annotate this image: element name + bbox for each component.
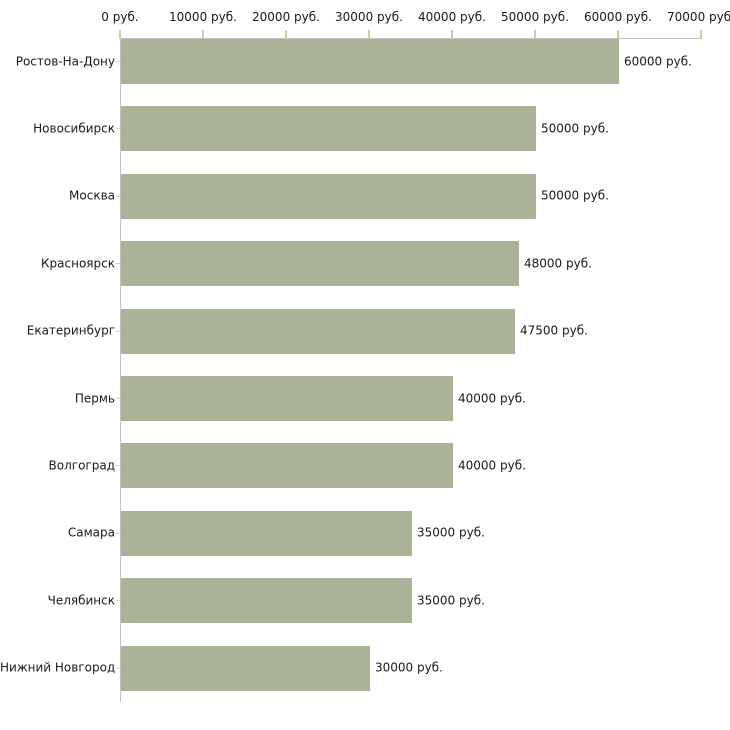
bar bbox=[121, 376, 453, 421]
category-tick-mark bbox=[116, 667, 121, 669]
chart-row: Ростов-На-Дону 60000 руб. bbox=[0, 39, 730, 106]
x-axis-tick-label: 50000 руб. bbox=[501, 10, 569, 24]
category-tick-mark bbox=[116, 465, 121, 467]
x-axis-tick-mark bbox=[285, 30, 287, 39]
category-tick-mark bbox=[116, 398, 121, 399]
category-tick-mark bbox=[116, 263, 121, 265]
x-axis-tick-label: 0 руб. bbox=[101, 10, 139, 24]
x-axis-tick-mark bbox=[202, 30, 204, 39]
chart-row: Новосибирск 50000 руб. bbox=[0, 106, 730, 173]
category-label: Пермь bbox=[74, 391, 115, 405]
x-axis-tick-label: 60000 руб. bbox=[584, 10, 652, 24]
x-axis-tick-mark bbox=[451, 30, 453, 39]
category-tick-mark bbox=[116, 330, 121, 332]
chart-row: Волгоград 40000 руб. bbox=[0, 443, 730, 510]
value-label: 47500 руб. bbox=[520, 323, 588, 338]
bar bbox=[121, 510, 412, 556]
bar bbox=[121, 578, 412, 624]
value-label: 50000 руб. bbox=[541, 121, 609, 136]
x-axis-tick-label: 20000 руб. bbox=[252, 10, 320, 24]
bar bbox=[121, 308, 515, 354]
category-tick-mark bbox=[116, 600, 121, 602]
x-axis-tick-mark bbox=[534, 30, 536, 39]
chart-row: Москва 50000 руб. bbox=[0, 173, 730, 241]
x-axis-tick-mark bbox=[700, 30, 702, 39]
category-label: Москва bbox=[69, 188, 115, 203]
category-label: Самара bbox=[67, 525, 115, 540]
x-axis-tick-label: 10000 руб. bbox=[169, 10, 237, 24]
chart-row: Нижний Новгород 30000 руб. bbox=[0, 645, 730, 713]
value-label: 50000 руб. bbox=[541, 188, 609, 203]
value-label: 40000 руб. bbox=[458, 458, 526, 473]
value-label: 60000 руб. bbox=[624, 54, 692, 68]
category-label: Волгоград bbox=[48, 458, 115, 473]
category-label: Ростов-На-Дону bbox=[15, 54, 115, 68]
bar bbox=[121, 645, 370, 691]
bar bbox=[121, 106, 536, 152]
x-axis-tick-label: 40000 руб. bbox=[418, 10, 486, 24]
value-label: 30000 руб. bbox=[375, 660, 443, 675]
category-label: Екатеринбург bbox=[26, 323, 115, 338]
category-tick-mark bbox=[116, 128, 121, 130]
bar bbox=[121, 173, 536, 219]
chart-row: Челябинск 35000 руб. bbox=[0, 578, 730, 645]
x-axis-tick-label: 30000 руб. bbox=[335, 10, 403, 24]
category-label: Новосибирск bbox=[33, 121, 115, 136]
value-label: 40000 руб. bbox=[458, 391, 526, 405]
category-tick-mark bbox=[116, 532, 121, 534]
chart-row: Екатеринбург 47500 руб. bbox=[0, 308, 730, 376]
chart-row: Пермь 40000 руб. bbox=[0, 376, 730, 443]
value-label: 35000 руб. bbox=[417, 593, 485, 608]
x-axis-tick-mark bbox=[617, 30, 619, 39]
x-axis-tick-label: 70000 руб. bbox=[667, 10, 730, 24]
chart-row: Красноярск 48000 руб. bbox=[0, 241, 730, 308]
bar bbox=[121, 443, 453, 489]
y-axis-line bbox=[120, 38, 121, 702]
x-axis-tick-mark bbox=[119, 30, 121, 39]
category-label: Красноярск bbox=[41, 256, 115, 271]
chart-row: Самара 35000 руб. bbox=[0, 510, 730, 578]
x-axis-line bbox=[120, 38, 702, 39]
category-tick-mark bbox=[116, 61, 121, 62]
value-label: 48000 руб. bbox=[524, 256, 592, 271]
value-label: 35000 руб. bbox=[417, 525, 485, 540]
bar bbox=[121, 241, 519, 287]
category-label: Челябинск bbox=[47, 593, 115, 608]
category-label: Нижний Новгород bbox=[0, 660, 116, 675]
category-tick-mark bbox=[116, 195, 121, 197]
bar bbox=[121, 39, 619, 84]
x-axis-tick-mark bbox=[368, 30, 370, 39]
